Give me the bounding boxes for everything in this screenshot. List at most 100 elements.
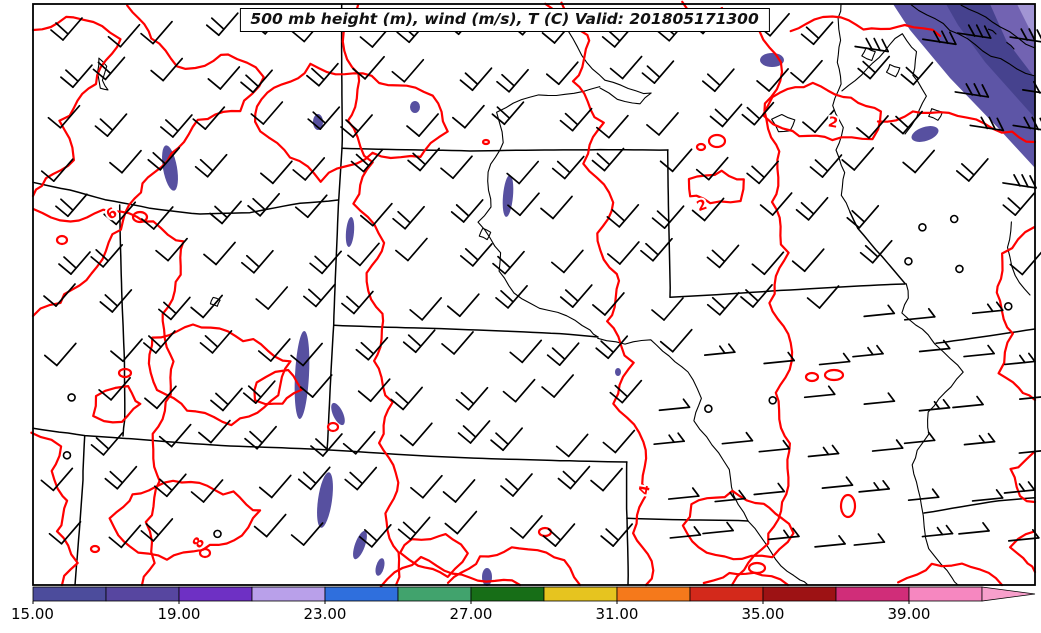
wind-barb (756, 68, 789, 92)
wind-barb (292, 157, 326, 181)
lake-outline (478, 227, 492, 241)
temperature-contour-closed (707, 133, 727, 149)
wind-barb (213, 529, 222, 539)
wind-barb (1009, 251, 1041, 276)
wind-barb (407, 147, 440, 172)
calm-wind-circle (768, 395, 777, 405)
wind-barb (140, 206, 174, 230)
wind-barb (402, 329, 436, 354)
wind-barb (60, 64, 93, 89)
wind-barb (500, 473, 533, 497)
river-line (901, 283, 964, 586)
wind-barb (209, 200, 242, 225)
wind-barb (509, 339, 543, 364)
wind-barb (160, 114, 193, 138)
wind-barb (545, 61, 579, 86)
colorbar-tick-label: 23.00 (304, 605, 347, 623)
wind-barb (459, 243, 493, 267)
state-border (341, 147, 669, 152)
wind-barb (40, 467, 74, 492)
colorbar-segment (689, 586, 764, 602)
wind-barb (350, 148, 384, 173)
wind-barb (190, 294, 224, 319)
wind-barb (854, 37, 890, 53)
wind-barb (199, 330, 233, 354)
wind-barb (495, 285, 528, 309)
cold-patch (911, 126, 939, 142)
wind-barb (821, 476, 854, 489)
wind-barb (307, 106, 341, 131)
state-border (935, 328, 1036, 345)
wind-barb (306, 62, 339, 87)
temperature-contour (876, 110, 1037, 144)
wind-barb (590, 467, 623, 492)
wind-barb (746, 160, 779, 185)
wind-barb (58, 251, 91, 275)
wind-barb (600, 523, 634, 547)
wind-barb (359, 202, 393, 227)
wind-barb (958, 522, 990, 535)
wind-barb (551, 155, 585, 180)
plot-frame-background (33, 4, 1035, 585)
cold-air-band (990, 4, 1035, 78)
colorbar-tick-label: 15.00 (11, 605, 54, 623)
wind-barb (921, 524, 954, 538)
wind-barb (741, 101, 775, 126)
wind-barb (158, 423, 192, 448)
wind-barb (954, 83, 990, 98)
wind-barb (444, 510, 478, 535)
temperature-contour (341, 3, 401, 587)
wind-barb (559, 107, 593, 132)
wind-barb (399, 422, 433, 447)
wind-barb (43, 283, 76, 307)
wind-barb (651, 297, 684, 321)
wind-barb (147, 146, 181, 171)
wind-barb (596, 114, 629, 139)
wind-barb (768, 395, 777, 405)
temperature-contour (399, 533, 469, 578)
wind-barb (510, 515, 543, 539)
state-border (118, 204, 126, 437)
colorbar-segment (105, 586, 180, 602)
wind-barb (207, 66, 241, 90)
temperature-contour (30, 431, 79, 587)
colorbar-segment (397, 586, 472, 602)
wind-barb (667, 487, 700, 500)
wind-barbs (40, 10, 1041, 549)
temperature-contour (761, 81, 882, 142)
wind-barb (247, 192, 280, 217)
cold-patch (162, 145, 178, 191)
wind-barb (190, 479, 224, 503)
river-line (960, 4, 1036, 49)
wind-barb (140, 518, 174, 542)
wind-barb (455, 386, 489, 411)
wind-barb (194, 153, 228, 178)
wind-barb (395, 237, 428, 262)
wind-barb (806, 285, 840, 309)
wind-barb (858, 480, 891, 493)
wind-barb (446, 293, 480, 318)
wind-barb (108, 524, 142, 549)
wind-barb (646, 112, 679, 136)
wind-barb (853, 533, 886, 546)
wind-barb (90, 432, 124, 456)
wind-barb (704, 404, 713, 414)
wind-barb (92, 56, 126, 81)
wind-barb (918, 339, 951, 353)
wind-barb (714, 489, 747, 503)
colorbar-segment (324, 586, 399, 602)
wind-barb (856, 115, 889, 139)
wind-barb (595, 335, 629, 360)
state-border (923, 496, 1036, 514)
wind-barb (791, 248, 825, 273)
wind-barb (800, 21, 834, 46)
wind-barb (890, 110, 923, 135)
colorbar-tick-label: 39.00 (888, 605, 931, 623)
wind-barb (391, 58, 425, 83)
temperature-contour (730, 30, 794, 587)
colorbar-segment (251, 586, 326, 602)
wind-barb (606, 204, 640, 228)
wind-barb (242, 380, 276, 404)
wind-barb (358, 524, 392, 548)
